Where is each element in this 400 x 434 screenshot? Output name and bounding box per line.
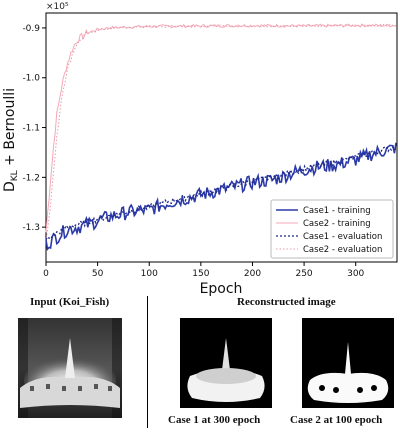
x-tick-label: 300 [347,269,364,279]
input-koi-image [18,318,122,418]
legend-label: Case2 - training [303,219,371,229]
reconstructed-header: Reconstructed image [237,296,336,308]
case1-caption: Case 1 at 300 epoch [168,414,261,426]
reconstruction-case2-image [302,318,394,408]
y-axis-label-rest: + Bernoulli [2,88,18,170]
loss-chart: 0 50 100 150 200 250 300 -1.3 -1.2 -1.1 -1.0 -0.9 ×… [2,2,398,297]
legend: Case1 - training Case2 - training Case1 - … [270,199,394,259]
x-tick-label: 100 [141,269,158,279]
y-tick-label: -0.9 [22,24,40,34]
case2-caption: Case 2 at 100 epoch [290,414,383,426]
reconstruction-case1-image [180,318,272,408]
series-line-case1-evaluation [45,145,397,240]
x-tick-label: 50 [92,269,104,279]
x-tick-label: 150 [192,269,209,279]
y-axis-label-main: D [2,181,18,192]
y-axis-label-sub: KL [10,170,20,181]
svg-text:DKL + Bernoulli: DKL + Bernoulli [2,88,20,192]
x-tick-label: 250 [295,269,312,279]
x-tick-label: 0 [43,269,49,279]
y-multiplier-label: ×10⁵ [46,2,69,12]
x-axis-label: Epoch [200,281,243,297]
y-tick-label: -1.1 [22,124,40,134]
x-tick-label: 200 [244,269,261,279]
series-line-case2-evaluation [45,23,397,243]
legend-label: Case1 - training [303,206,371,216]
section-divider [147,296,148,428]
legend-label: Case2 - evaluation [303,245,382,255]
legend-box [270,199,394,259]
y-axis-label: DKL + Bernoulli [2,88,20,192]
y-tick-label: -1.0 [22,74,40,84]
legend-label: Case1 - evaluation [303,232,382,242]
y-tick-label: -1.3 [22,223,40,233]
y-tick-label: -1.2 [22,173,40,183]
input-caption: Input (Koi_Fish) [30,296,110,308]
